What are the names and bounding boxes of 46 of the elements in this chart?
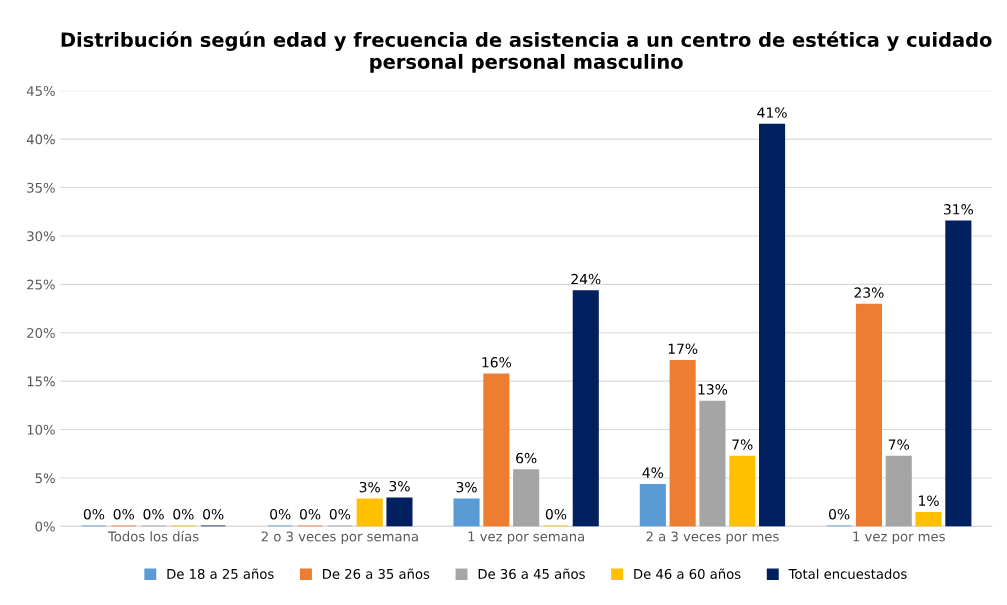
data-label: 0% [143, 508, 164, 520]
data-label: 31% [943, 204, 974, 215]
data-label: 0% [545, 508, 567, 520]
data-label: 0% [113, 508, 135, 520]
x-tick-label: 1 vez por semana [468, 531, 584, 544]
data-label: 23% [854, 287, 884, 298]
legend-label: De 46 a 60 años [634, 568, 741, 579]
x-tick-label: 2 a 3 veces por mes [646, 531, 779, 544]
data-label: 0% [270, 508, 291, 520]
y-tick-label: 25% [27, 279, 55, 290]
x-tick-label: 2 o 3 veces por semana [261, 531, 418, 544]
data-label: 6% [516, 452, 537, 464]
data-label: 41% [757, 107, 787, 118]
legend-label: Total encuestados [788, 568, 907, 579]
data-label: 1% [919, 495, 939, 506]
data-label: 4% [642, 467, 664, 478]
chart-title: Distribución según edad y frecuencia de asistencia a un centro de estética y cuidado personal personal masculino [61, 31, 992, 73]
y-tick-label: 0% [35, 521, 55, 532]
x-tick-label: Todos los días [107, 530, 199, 542]
y-tick-label: 35% [27, 182, 55, 193]
data-label: 0% [329, 508, 351, 520]
data-label: 0% [173, 508, 194, 520]
data-label: 0% [203, 508, 224, 520]
data-label: 16% [482, 357, 512, 368]
y-tick-label: 15% [27, 376, 55, 387]
data-label: 3% [389, 480, 410, 492]
data-label: 0% [299, 508, 321, 520]
data-label: 7% [732, 439, 753, 450]
legend-label: De 36 a 45 años [478, 568, 585, 579]
data-label: 0% [829, 508, 850, 520]
data-label: 0% [83, 508, 105, 520]
y-tick-label: 45% [26, 85, 55, 96]
y-tick-label: 20% [27, 327, 55, 338]
legend-label: De 26 a 35 años [323, 568, 430, 579]
data-label: 13% [698, 384, 728, 395]
y-tick-label: 10% [27, 424, 55, 435]
data-label: 24% [571, 273, 601, 285]
data-label: 3% [456, 481, 477, 493]
x-tick-label: 1 vez por mes [853, 531, 945, 544]
data-label: 3% [359, 481, 380, 493]
data-label: 7% [888, 439, 909, 450]
y-tick-label: 5% [35, 473, 55, 484]
legend-label: De 18 a 25 años [167, 568, 274, 579]
data-label: 17% [668, 343, 698, 354]
y-tick-label: 40% [26, 134, 55, 145]
y-tick-label: 30% [27, 231, 55, 242]
